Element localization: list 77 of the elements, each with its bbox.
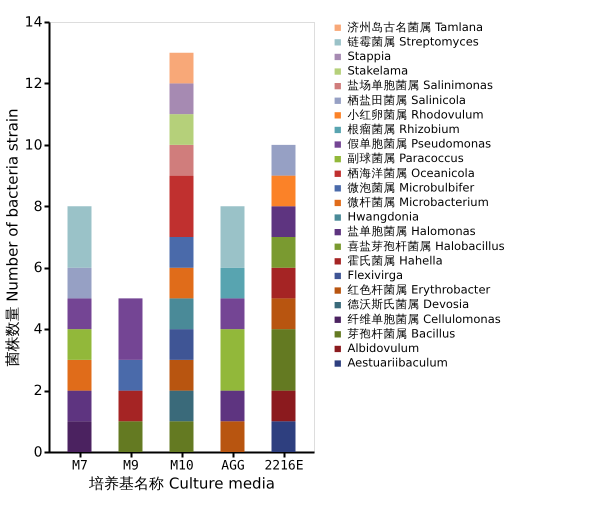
x-tick-label: M10 (170, 458, 194, 474)
bar (272, 237, 296, 268)
bar (68, 206, 92, 268)
legend-label: Stappia (348, 48, 392, 63)
legend-label: 根瘤菌属 Rhizobium (348, 122, 460, 136)
bar (272, 206, 296, 237)
bar (272, 144, 296, 176)
bar (272, 176, 296, 206)
y-tick-label: 6 (34, 260, 43, 276)
bar (272, 421, 296, 452)
bar (220, 206, 244, 268)
x-tick-label: 2216E (264, 458, 304, 474)
legend-label: 纤维单胞菌属 Cellulomonas (348, 312, 501, 326)
legend-label: 霍氏菌属 Hahella (348, 253, 443, 268)
legend-label: 喜盐芽孢杆菌属 Halobacillus (348, 238, 505, 253)
bar (68, 390, 92, 422)
bar (170, 298, 194, 330)
bar (118, 421, 142, 452)
legend-label: 芽孢杆菌属 Bacillus (348, 326, 456, 340)
bar (118, 360, 142, 391)
x-tick-label: M9 (123, 458, 139, 474)
bar (220, 268, 244, 298)
legend-label: Flexivirga (348, 268, 404, 282)
bar (170, 390, 194, 422)
y-tick-label: 10 (24, 137, 42, 154)
bar (170, 144, 194, 176)
legend-label: 微泡菌属 Microbulbifer (348, 180, 475, 194)
bar (220, 298, 244, 330)
legend-label: 假单胞菌属 Pseudomonas (348, 136, 492, 151)
bar (170, 237, 194, 268)
bar (272, 390, 296, 422)
bar (68, 329, 92, 360)
bar (170, 360, 194, 391)
legend-label: 微杆菌属 Microbacterium (348, 194, 489, 209)
y-tick-label: 12 (24, 76, 42, 92)
bar (118, 298, 142, 360)
y-tick-label: 4 (34, 322, 43, 338)
bar (170, 83, 194, 114)
legend-label: 副球菌属 Paracoccus (348, 151, 464, 166)
y-tick-label: 0 (34, 444, 42, 460)
legend-label: 红色杆菌属 Erythrobacter (348, 282, 491, 297)
bar (68, 360, 92, 391)
legend-label: 济州岛古名菌属 Tamlana (348, 20, 484, 34)
bar (68, 298, 92, 330)
x-axis-title: 培养基名称 Culture media (88, 474, 275, 492)
bar (118, 390, 142, 422)
legend-label: 栖海洋菌属 Oceanicola (346, 166, 475, 180)
bar (170, 421, 194, 452)
bar (272, 298, 296, 330)
bar (170, 52, 194, 84)
bar (272, 268, 296, 298)
x-tick-label: M7 (72, 458, 88, 474)
bar (170, 268, 194, 298)
legend-label: 盐场单胞菌属 Salinimonas (348, 78, 493, 92)
y-tick-label: 2 (34, 383, 42, 400)
bar (68, 421, 92, 452)
legend-label: 链霉菌属 Streptomyces (346, 34, 479, 48)
bar (170, 114, 194, 145)
bar (170, 329, 194, 360)
legend-label: 盐单胞菌属 Halomonas (348, 224, 476, 238)
legend-label: Stakelama (348, 64, 408, 78)
legend-label: 德沃斯氏菌属 Devosia (348, 297, 470, 312)
legend-label: 小红卵菌属 Rhodovulum (348, 107, 484, 122)
legend-label: Albidovulum (348, 340, 420, 355)
bar (220, 390, 244, 422)
x-tick-label: AGG (221, 458, 245, 474)
y-tick-label: 14 (24, 14, 43, 30)
y-axis-title: 菌株数量 Number of bacteria strain (4, 108, 22, 367)
legend-label: Hwangdonia (348, 210, 420, 224)
bar (68, 268, 92, 298)
legend-label: 栖盐田菌属 Salinicola (346, 92, 466, 107)
bar (272, 329, 296, 391)
legend-label: Aestuariibaculum (348, 356, 448, 370)
y-tick-label: 8 (34, 198, 42, 215)
bar (220, 421, 244, 452)
bar (220, 329, 244, 391)
bar (170, 176, 194, 237)
